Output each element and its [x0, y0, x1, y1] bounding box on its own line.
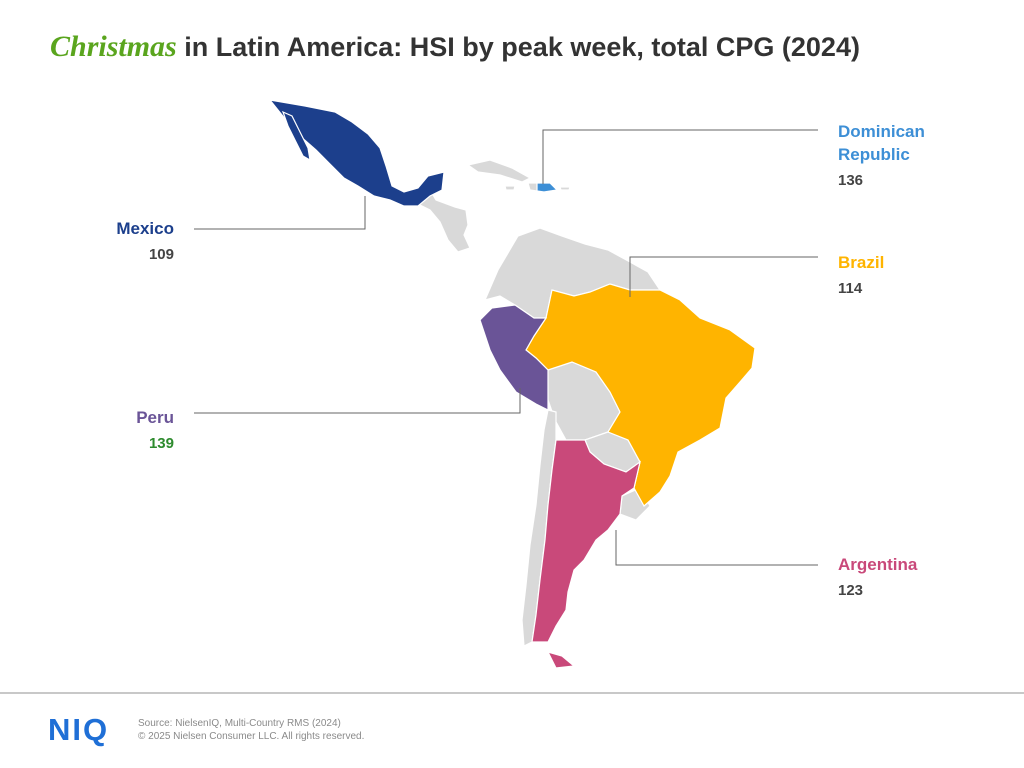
copyright-text: © 2025 Nielsen Consumer LLC. All rights … [138, 731, 365, 742]
leader-line-dominican-republic [542, 129, 818, 184]
label-peru: Peru 139 [136, 406, 174, 452]
leader-lines [194, 129, 818, 566]
title-rest: in Latin America: HSI by peak week, tota… [176, 32, 860, 62]
footer-divider [0, 692, 1024, 694]
label-mexico-name: Mexico [116, 219, 174, 238]
leader-line-argentina [615, 530, 818, 566]
label-argentina-name: Argentina [838, 555, 918, 574]
leader-line-mexico [194, 196, 366, 230]
label-argentina-value: 123 [838, 582, 864, 599]
label-argentina: Argentina 123 [838, 553, 917, 599]
country-central-america [414, 189, 471, 253]
leader-line-brazil [629, 256, 818, 297]
country-brazil [525, 283, 756, 507]
label-dominican-republic: Dominican Republic 136 [838, 120, 925, 189]
latin-america-map [194, 99, 818, 669]
label-peru-name: Peru [136, 408, 174, 427]
niq-logo: NIQ [48, 712, 110, 747]
country-cuba [466, 159, 532, 183]
leader-line-peru [194, 388, 521, 414]
label-dominican-republic-value: 136 [838, 172, 864, 189]
label-dominican-republic-name-line1: Dominican [838, 122, 925, 141]
label-mexico: Mexico 109 [116, 217, 174, 263]
country-puerto-rico [559, 186, 571, 191]
country-tierra-del-fuego [546, 651, 576, 669]
country-argentina [531, 439, 641, 643]
label-peru-value: 139 [148, 435, 174, 452]
label-mexico-value: 109 [148, 246, 174, 263]
slide-title: Christmas in Latin America: HSI by peak … [50, 30, 860, 64]
label-dominican-republic-name-line2: Republic [838, 145, 910, 164]
label-brazil: Brazil 114 [838, 251, 884, 297]
country-mexico [268, 99, 445, 207]
country-dominican-republic [536, 182, 559, 193]
label-brazil-name: Brazil [838, 253, 885, 272]
source-text: Source: NielsenIQ, Multi-Country RMS (20… [138, 718, 341, 729]
country-jamaica [504, 185, 516, 191]
title-accent: Christmas [50, 30, 177, 63]
label-brazil-value: 114 [838, 280, 863, 297]
country-peru [479, 304, 549, 411]
country-baja-california [281, 110, 311, 162]
source-note: Source: NielsenIQ, Multi-Country RMS (20… [138, 717, 364, 743]
